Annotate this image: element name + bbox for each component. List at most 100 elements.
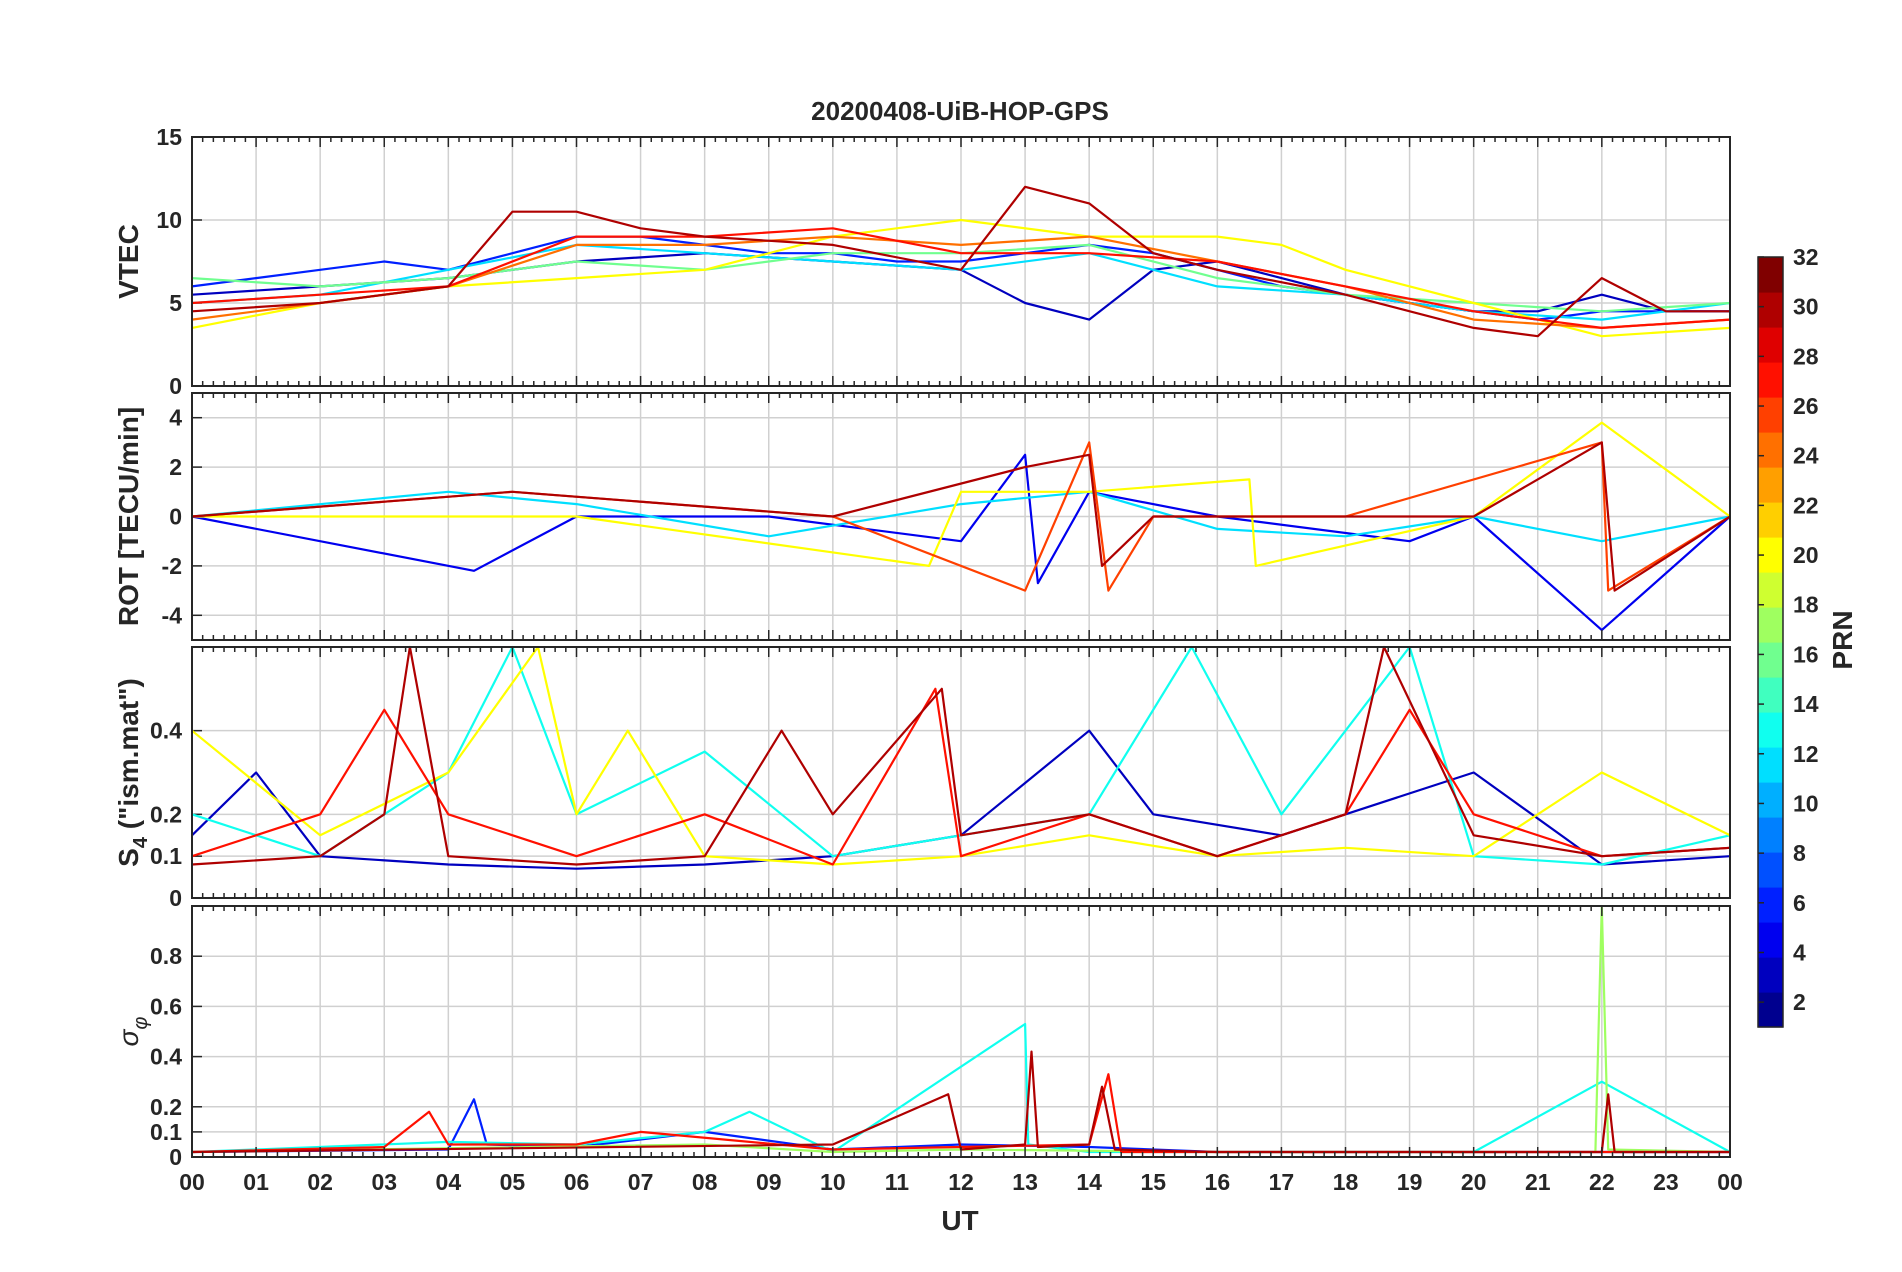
colorbar-segment — [1758, 922, 1783, 958]
colorbar-tick-label: 2 — [1793, 989, 1806, 1015]
y-axis-label: S4 ("ism.mat") — [113, 678, 152, 867]
x-tick-label: 18 — [1333, 1169, 1359, 1195]
colorbar-tick-label: 4 — [1793, 939, 1806, 965]
colorbar-tick-label: 8 — [1793, 840, 1806, 866]
x-tick-label: 17 — [1269, 1169, 1295, 1195]
x-axis-tick-labels: 00 01 02 03 04 05 06 07 08 09 10 11 12 13 14 15 16 17 18 19… — [179, 1169, 1743, 1195]
x-tick-label: 21 — [1525, 1169, 1551, 1195]
x-tick-label: 15 — [1140, 1169, 1166, 1195]
x-tick-label: 12 — [948, 1169, 974, 1195]
chart-title: 20200408-UiB-HOP-GPS — [811, 96, 1109, 126]
y-tick-label: 0 — [169, 885, 182, 911]
y-tick-label: -4 — [162, 602, 183, 628]
colorbar-tick-label: 14 — [1793, 691, 1819, 717]
y-tick-label: 10 — [156, 207, 182, 233]
x-tick-label: 23 — [1653, 1169, 1679, 1195]
y-tick-label: 0 — [169, 1144, 182, 1170]
panel-3: 00.10.20.4S4 ("ism.mat") — [113, 645, 1731, 911]
colorbar-tick-label: 12 — [1793, 741, 1819, 767]
y-tick-label: 5 — [169, 290, 182, 316]
panel-frame — [191, 905, 1731, 1158]
y-tick-label: 2 — [169, 454, 182, 480]
colorbar-segment — [1758, 607, 1783, 643]
colorbar-label: PRN — [1827, 610, 1858, 669]
colorbar-tick-label: 10 — [1793, 790, 1819, 816]
colorbar-segment — [1758, 467, 1783, 503]
y-axis-label-sub: 4 — [130, 836, 152, 848]
colorbar-segment — [1758, 397, 1783, 433]
y-axis-label-main: S — [113, 848, 144, 867]
y-tick-label: 4 — [169, 405, 182, 431]
x-tick-label: 00 — [179, 1169, 205, 1195]
colorbar-frame — [1757, 256, 1784, 1028]
colorbar-segment — [1758, 887, 1783, 923]
series-line-prn-31 — [191, 185, 1730, 338]
series-line-prn-31 — [191, 1050, 1730, 1154]
colorbar-segment — [1758, 677, 1783, 713]
colorbar-segment — [1758, 432, 1783, 468]
colorbar-segment — [1758, 327, 1783, 363]
x-tick-label: 01 — [243, 1169, 269, 1195]
series-line-prn-31 — [191, 441, 1731, 592]
x-tick-label: 09 — [756, 1169, 782, 1195]
y-axis-label: VTEC — [113, 224, 144, 299]
y-axis-label-sub: φ — [130, 1017, 152, 1030]
series-line-prn-20 — [192, 421, 1731, 568]
y-tick-label: 0.2 — [150, 801, 182, 827]
y-tick-label: 15 — [156, 124, 182, 150]
panel-4: 00.10.2 0.4 0.6 0.8 σφ — [113, 904, 1731, 1170]
panel-2: -4 -2 0 2 4 ROT [TECU/min] — [113, 392, 1731, 641]
colorbar-segment — [1758, 747, 1783, 783]
y-tick-label: -2 — [162, 553, 182, 579]
x-axis-label: UT — [941, 1205, 978, 1236]
x-tick-label: 11 — [885, 1169, 910, 1195]
colorbar-segment — [1758, 817, 1783, 853]
colorbar-segment — [1758, 642, 1783, 678]
series-line-prn-20 — [191, 218, 1731, 338]
x-tick-label: 04 — [436, 1169, 462, 1195]
panel-1: 0 5 10 15 VTEC — [113, 124, 1731, 399]
colorbar-segment — [1758, 992, 1783, 1028]
colorbar-segment — [1758, 292, 1783, 328]
x-tick-label: 10 — [820, 1169, 846, 1195]
series-line-prn-27 — [191, 687, 1731, 866]
colorbar-segment — [1758, 852, 1783, 888]
y-axis-label-rest: ("ism.mat") — [113, 678, 144, 837]
colorbar-tick-label: 30 — [1793, 294, 1819, 320]
colorbar-segment — [1758, 712, 1783, 748]
x-tick-label: 14 — [1076, 1169, 1102, 1195]
y-axis-label: σφ — [113, 1017, 152, 1047]
y-tick-label: 0.1 — [150, 843, 182, 869]
panel-frame — [191, 646, 1731, 899]
y-tick-label: 0.4 — [150, 1044, 182, 1070]
x-tick-label: 19 — [1397, 1169, 1423, 1195]
colorbar-tick-label: 26 — [1793, 393, 1819, 419]
colorbar-segment — [1758, 362, 1783, 398]
x-tick-label: 20 — [1461, 1169, 1487, 1195]
y-tick-label: 0.6 — [150, 993, 182, 1019]
colorbar-segment — [1758, 957, 1783, 993]
x-tick-label: 05 — [500, 1169, 526, 1195]
y-tick-label: 0.4 — [150, 718, 182, 744]
colorbar-tick-label: 20 — [1793, 542, 1819, 568]
x-tick-label: 16 — [1205, 1169, 1231, 1195]
colorbar-segment — [1758, 257, 1783, 293]
colorbar-segment — [1758, 502, 1783, 538]
x-tick-label: 00 — [1717, 1169, 1743, 1195]
y-tick-label: 0.2 — [150, 1094, 182, 1120]
series-line-prn-31 — [191, 645, 1731, 866]
panel-frame — [191, 392, 1731, 641]
colorbar-tick-label: 18 — [1793, 592, 1819, 618]
x-tick-label: 13 — [1012, 1169, 1038, 1195]
colorbar-tick-label: 16 — [1793, 641, 1819, 667]
colorbar-tick-label: 22 — [1793, 492, 1819, 518]
y-tick-label: 0 — [169, 373, 182, 399]
colorbar-segment — [1758, 572, 1783, 608]
x-tick-label: 06 — [564, 1169, 590, 1195]
colorbar-tick-label: 24 — [1793, 443, 1819, 469]
x-tick-label: 08 — [692, 1169, 718, 1195]
x-tick-label: 03 — [371, 1169, 397, 1195]
x-tick-label: 22 — [1589, 1169, 1615, 1195]
